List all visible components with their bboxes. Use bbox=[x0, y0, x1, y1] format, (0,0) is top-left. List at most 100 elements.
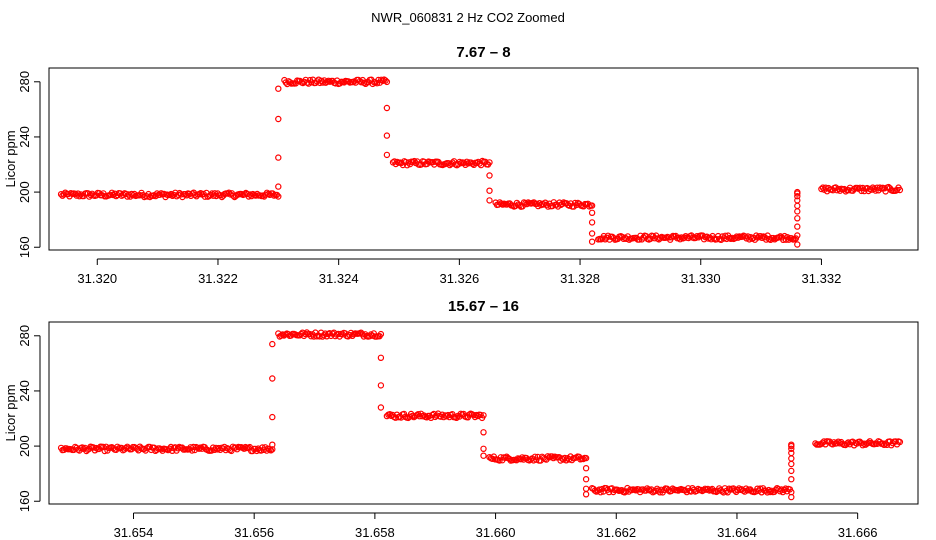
data-point bbox=[486, 187, 493, 194]
data-point bbox=[896, 186, 904, 194]
chart-panel-bottom: 15.67 – 16 31.654 31.656 31.658 31.660 31.662… bbox=[3, 298, 919, 540]
data-point bbox=[480, 452, 487, 459]
chart-panel-top: 7.67 – 8 31.320 31.322 31.324 31.326 31.328 31… bbox=[3, 44, 919, 286]
chart-main-title: NWR_060831 2 Hz CO2 Zoomed bbox=[371, 10, 565, 25]
x-tick-label: 31.658 bbox=[355, 525, 395, 540]
x-tick-label: 31.328 bbox=[560, 271, 600, 286]
x-tick-label: 31.326 bbox=[439, 271, 479, 286]
data-point bbox=[377, 382, 385, 389]
y-tick-label: 160 bbox=[17, 490, 32, 512]
data-point bbox=[275, 183, 282, 190]
data-point bbox=[559, 200, 566, 208]
x-tick-label: 31.656 bbox=[234, 525, 274, 540]
data-point bbox=[477, 411, 484, 419]
data-point bbox=[197, 444, 204, 451]
data-point bbox=[597, 489, 604, 496]
data-point bbox=[704, 485, 712, 493]
data-series bbox=[57, 329, 904, 501]
data-point bbox=[302, 330, 309, 338]
data-point bbox=[486, 172, 493, 179]
data-point bbox=[486, 197, 493, 204]
x-tick-label: 31.320 bbox=[77, 271, 117, 286]
data-point bbox=[167, 190, 175, 198]
y-axis-title: Licor ppm bbox=[3, 384, 18, 441]
data-point bbox=[275, 115, 282, 123]
data-point bbox=[582, 485, 590, 492]
data-point bbox=[548, 453, 556, 460]
data-point bbox=[880, 441, 888, 448]
data-point bbox=[382, 77, 389, 84]
data-point bbox=[278, 332, 285, 339]
data-point bbox=[373, 79, 381, 87]
data-point bbox=[565, 456, 573, 463]
data-point bbox=[794, 202, 801, 210]
data-point bbox=[766, 488, 774, 496]
data-point bbox=[174, 445, 182, 452]
data-point bbox=[443, 413, 450, 420]
data-point bbox=[240, 445, 248, 452]
data-point bbox=[582, 491, 590, 498]
x-tick-label: 31.666 bbox=[838, 525, 878, 540]
data-point bbox=[60, 191, 68, 198]
data-point bbox=[167, 443, 175, 451]
data-point bbox=[156, 191, 163, 198]
data-point bbox=[377, 330, 385, 338]
data-point bbox=[225, 189, 233, 196]
data-point bbox=[273, 191, 281, 199]
data-point bbox=[582, 476, 590, 483]
data-point bbox=[713, 235, 721, 243]
data-point bbox=[588, 230, 596, 237]
x-tick-label: 31.332 bbox=[802, 271, 842, 286]
data-point bbox=[588, 219, 596, 226]
data-point bbox=[463, 158, 470, 165]
y-tick-label: 160 bbox=[17, 236, 32, 258]
data-point bbox=[502, 454, 509, 461]
y-tick-label: 240 bbox=[17, 126, 32, 148]
plot-frame bbox=[48, 67, 919, 251]
data-point bbox=[379, 77, 386, 85]
data-point bbox=[794, 192, 801, 200]
y-tick-label: 280 bbox=[17, 71, 32, 93]
y-tick-label: 280 bbox=[17, 325, 32, 347]
data-point bbox=[516, 202, 523, 209]
data-point bbox=[788, 467, 795, 475]
x-tick-label: 31.664 bbox=[717, 525, 757, 540]
data-point bbox=[383, 132, 391, 139]
data-point bbox=[377, 404, 385, 411]
data-point bbox=[794, 223, 801, 230]
data-point bbox=[788, 235, 795, 242]
data-point bbox=[269, 413, 276, 421]
data-point bbox=[215, 444, 222, 452]
data-point bbox=[496, 457, 503, 464]
data-point bbox=[383, 104, 391, 112]
data-point bbox=[275, 193, 282, 200]
data-point bbox=[768, 487, 775, 494]
data-point bbox=[582, 454, 590, 462]
data-point bbox=[859, 184, 867, 192]
data-point bbox=[582, 465, 590, 472]
data-point bbox=[788, 460, 795, 468]
data-point bbox=[275, 85, 282, 92]
data-point bbox=[794, 188, 801, 196]
data-point bbox=[201, 193, 209, 200]
data-point bbox=[794, 241, 801, 248]
panel-title: 7.67 – 8 bbox=[456, 44, 510, 61]
data-point bbox=[320, 332, 328, 339]
data-point bbox=[269, 441, 276, 448]
data-point bbox=[794, 232, 801, 239]
data-point bbox=[734, 234, 742, 241]
data-point bbox=[668, 234, 675, 241]
data-point bbox=[275, 154, 282, 161]
data-point bbox=[523, 200, 531, 208]
data-point bbox=[76, 192, 83, 200]
data-point bbox=[788, 441, 795, 448]
data-point bbox=[830, 439, 838, 446]
data-point bbox=[383, 78, 391, 86]
data-point bbox=[604, 232, 612, 239]
data-point bbox=[188, 447, 196, 454]
x-tick-label: 31.662 bbox=[596, 525, 636, 540]
panel-title: 15.67 – 16 bbox=[448, 298, 519, 315]
data-point bbox=[269, 446, 276, 453]
y-tick-label: 200 bbox=[17, 181, 32, 203]
